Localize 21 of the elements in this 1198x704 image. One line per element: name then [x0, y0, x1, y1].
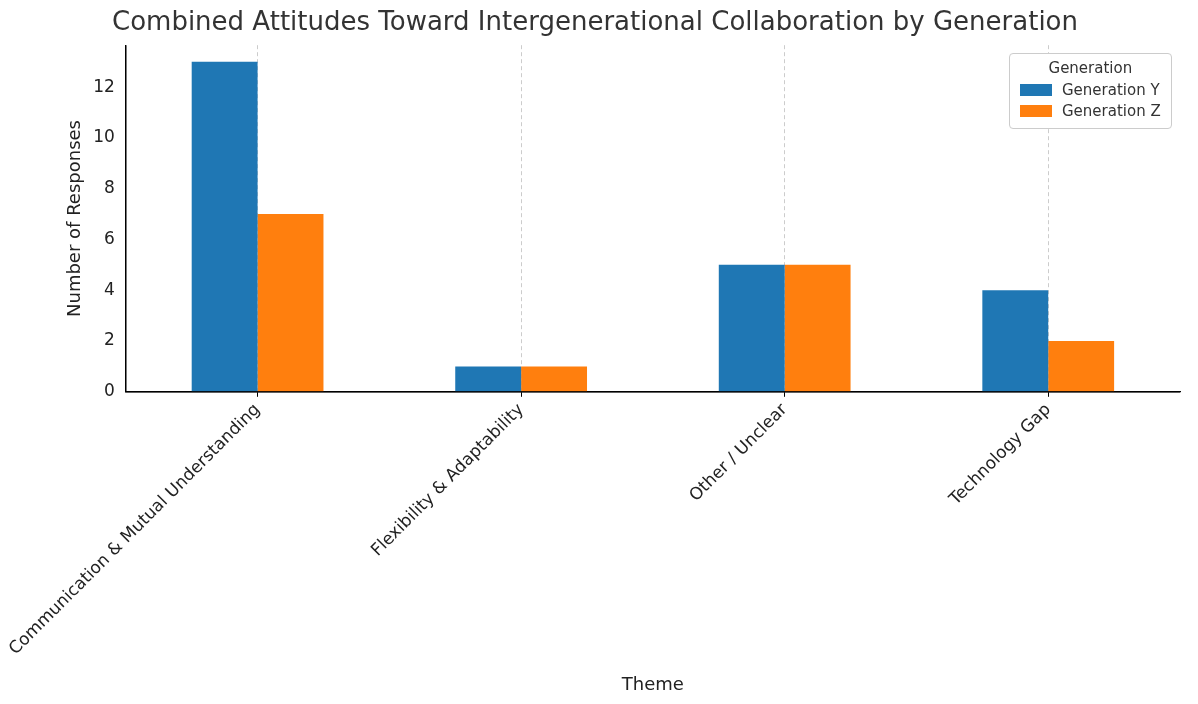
bar — [257, 214, 324, 392]
y-tick-label: 12 — [93, 75, 115, 96]
bar — [982, 290, 1049, 392]
legend-label: Generation Z — [1062, 102, 1161, 121]
bar — [455, 366, 522, 392]
bar — [1048, 341, 1115, 392]
y-tick-label: 8 — [103, 177, 115, 198]
bar — [521, 366, 588, 392]
legend-title: Generation — [1047, 59, 1134, 78]
legend-label: Generation Y — [1062, 81, 1160, 100]
y-tick-label: 10 — [93, 126, 115, 147]
y-tick-label: 0 — [103, 380, 115, 401]
bar — [718, 264, 785, 392]
x-axis-title: Theme — [620, 672, 684, 694]
y-axis-title: Number of Responses — [63, 120, 85, 317]
bar — [191, 61, 258, 392]
y-tick-label: 4 — [103, 278, 115, 299]
chart-title: Combined Attitudes Toward Intergenerational Collaboration by Generation — [112, 6, 1078, 37]
y-tick-label: 6 — [103, 227, 115, 248]
y-tick-label: 2 — [103, 329, 115, 350]
bar — [784, 264, 851, 392]
